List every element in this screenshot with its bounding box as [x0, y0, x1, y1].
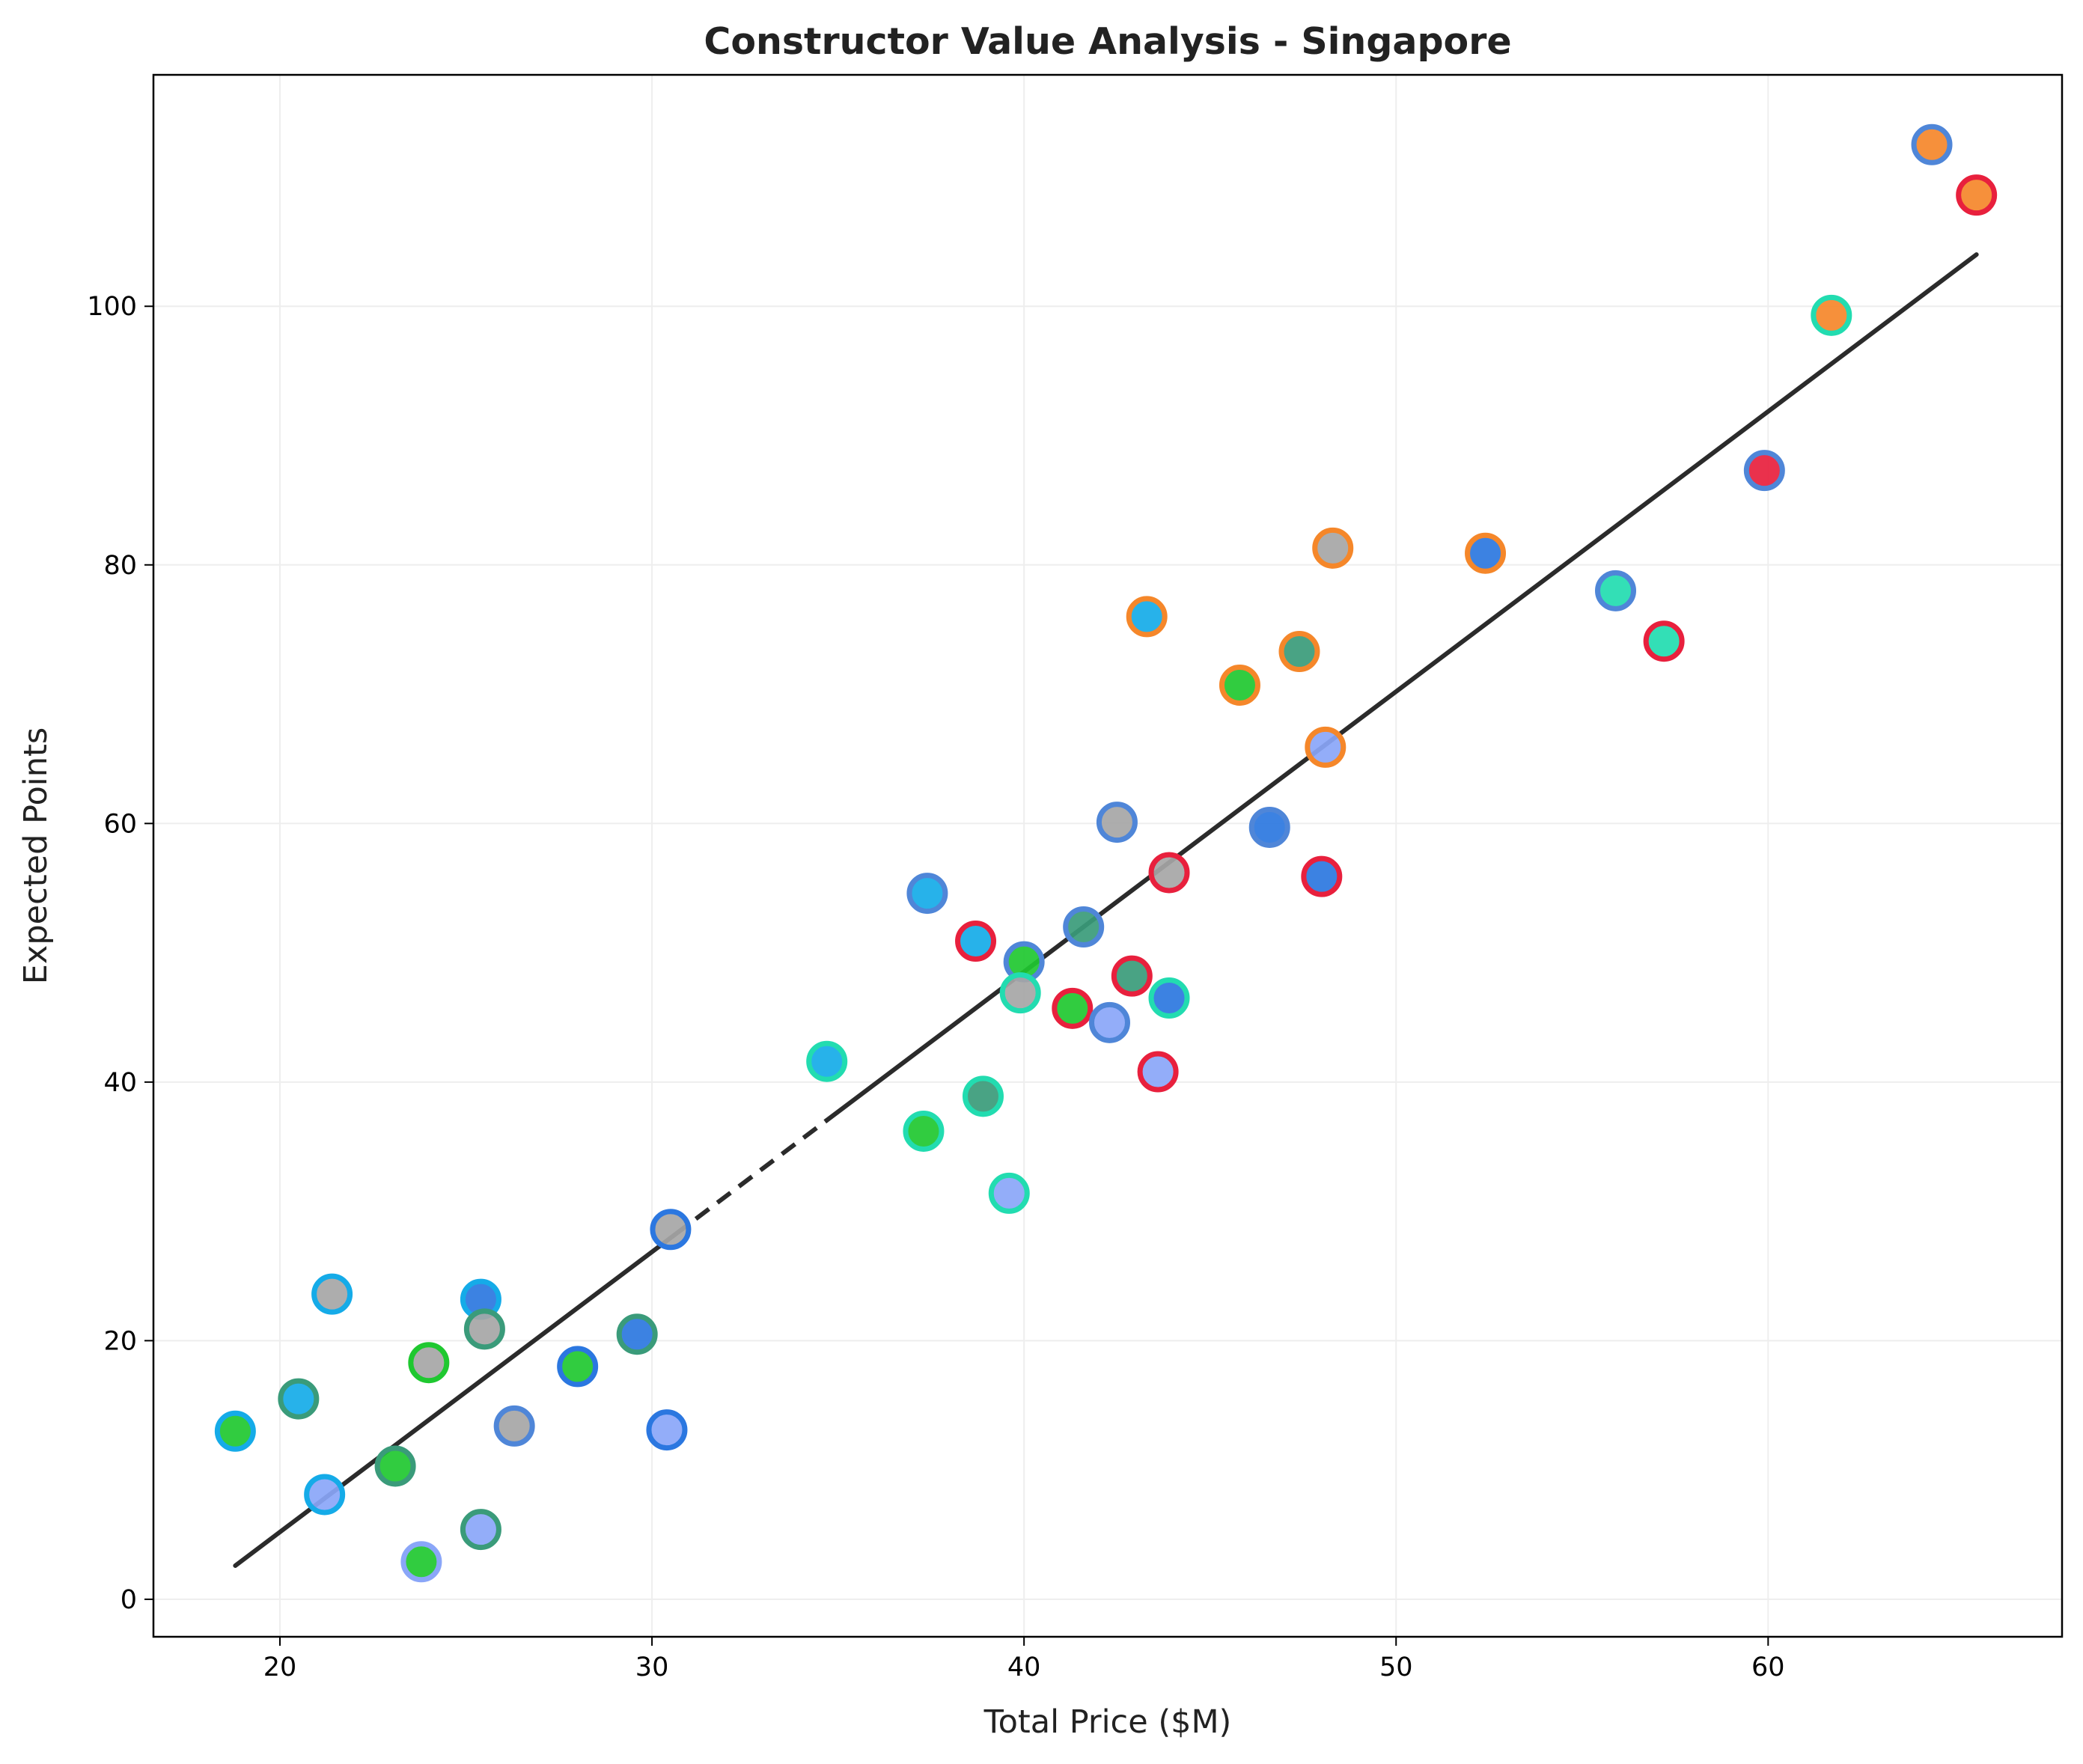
scatter-point [493, 1405, 535, 1447]
x-axis-label: Total Price ($M) [983, 1703, 1232, 1741]
trend-line-dashed-segment [673, 1118, 829, 1237]
scatter-point [1811, 294, 1852, 336]
y-tick-label: 0 [121, 1585, 137, 1615]
y-tick-label: 60 [103, 809, 137, 839]
scatter-point [955, 921, 997, 962]
scatter-point [400, 1541, 442, 1583]
scatter-point [278, 1378, 320, 1420]
scatter-point [1096, 802, 1138, 843]
grid-lines [153, 75, 2062, 1637]
scatter-point [304, 1474, 346, 1516]
scatter-point [1063, 906, 1105, 948]
scatter-point [650, 1209, 692, 1251]
scatter-point [1248, 806, 1290, 848]
scatter-point [1148, 977, 1190, 1019]
scatter-point [1137, 1051, 1179, 1093]
scatter-point [1595, 570, 1637, 611]
y-tick-label: 100 [87, 292, 137, 322]
y-axis-label: Expected Points [17, 727, 55, 984]
scatter-point [1301, 855, 1343, 897]
scatter-point [1219, 664, 1260, 706]
x-tick-label: 40 [1007, 1652, 1041, 1682]
x-tick-label: 20 [263, 1652, 297, 1682]
scatter-point [1088, 1001, 1130, 1043]
scatter-point [962, 1075, 1004, 1117]
scatter-point [1278, 631, 1320, 673]
scatter-point [903, 1110, 945, 1152]
y-tick-label: 20 [103, 1326, 137, 1356]
scatter-point [1052, 987, 1094, 1029]
scatter-point [460, 1509, 501, 1551]
scatter-point [1956, 174, 1998, 216]
axis-ticks: 20 30 40 50 60 0 20 40 60 80 100 [87, 292, 1784, 1682]
scatter-point [1126, 596, 1168, 638]
scatter-point [311, 1273, 353, 1315]
plot-frame [152, 73, 2064, 1638]
scatter-point [646, 1409, 688, 1451]
y-tick-label: 40 [103, 1068, 137, 1098]
trend-line-segment [233, 1233, 677, 1568]
scatter-point [806, 1040, 848, 1082]
scatter-point [906, 873, 948, 915]
scatter-point [463, 1308, 505, 1350]
scatter-point [557, 1346, 599, 1388]
scatter-point [408, 1342, 450, 1384]
scatter-point [988, 1172, 1030, 1214]
scatter-point [214, 1410, 256, 1452]
scatter-point [1305, 726, 1347, 768]
chart-title: Constructor Value Analysis - Singapore [704, 20, 1511, 63]
scatter-point [999, 972, 1041, 1014]
scatter-point [1911, 123, 1953, 165]
x-tick-label: 30 [635, 1652, 669, 1682]
x-tick-label: 60 [1751, 1652, 1785, 1682]
scatter-point [616, 1313, 658, 1355]
scatter-point [374, 1445, 416, 1487]
x-tick-label: 50 [1379, 1652, 1413, 1682]
scatter-point [1465, 532, 1507, 574]
scatter-points [214, 123, 1998, 1583]
scatter-point [1148, 852, 1190, 894]
y-tick-label: 80 [103, 551, 137, 581]
scatter-point [1643, 620, 1685, 662]
scatter-point [1111, 955, 1153, 997]
scatter-point [1312, 527, 1354, 569]
scatter-point [1743, 450, 1785, 492]
